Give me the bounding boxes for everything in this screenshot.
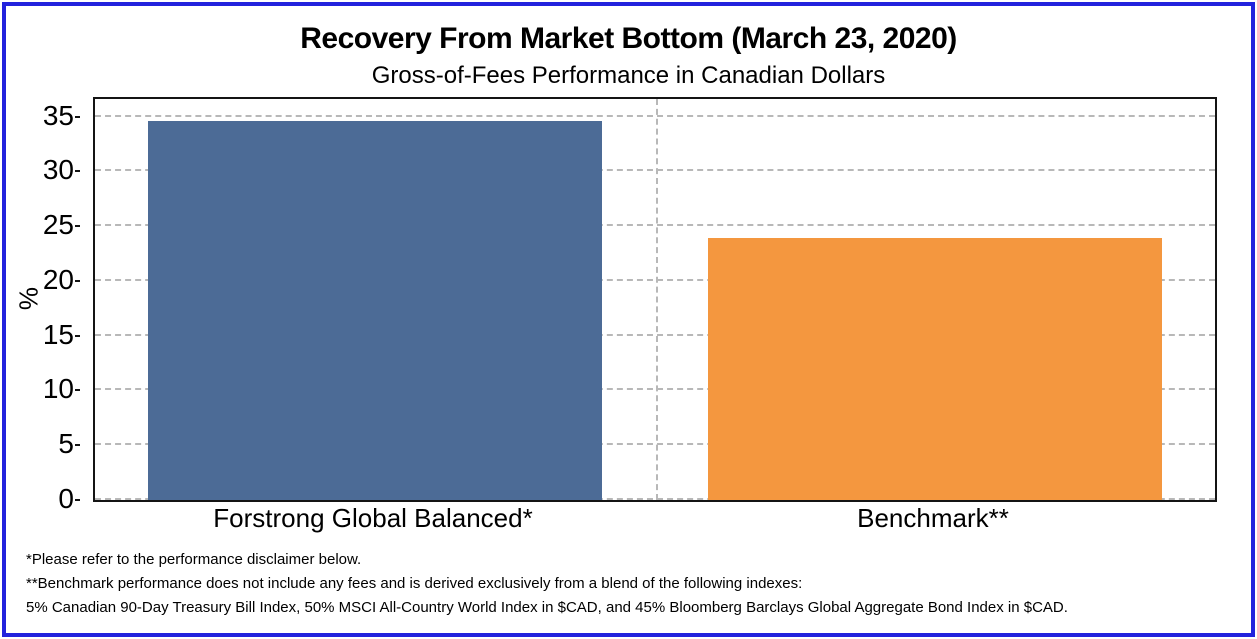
y-tick-label-25: 25 — [42, 209, 74, 241]
gridline-y-5 — [95, 443, 1215, 446]
y-tick-mark-25 — [75, 225, 80, 228]
bar-forstrong-global-balanced — [148, 120, 602, 500]
gridline-y-35 — [95, 114, 1215, 117]
chart-title: Recovery From Market Bottom (March 23, 2… — [300, 22, 957, 55]
footnote-performance-disclaimer: *Please refer to the performance disclai… — [26, 551, 362, 568]
y-tick-mark-10 — [75, 389, 80, 392]
footnote-benchmark-blend: 5% Canadian 90-Day Treasury Bill Index, … — [26, 599, 1068, 616]
category-separator-gridline — [656, 99, 659, 500]
y-tick-mark-0 — [75, 499, 80, 501]
gridline-y-15 — [95, 333, 1215, 336]
x-category-label-2: Benchmark** — [857, 503, 1009, 533]
y-tick-mark-35 — [75, 115, 80, 118]
y-tick-label-15: 15 — [42, 318, 74, 350]
plot-area — [93, 97, 1217, 502]
gridline-y-25 — [95, 224, 1215, 227]
y-tick-mark-30 — [75, 170, 80, 173]
gridline-y-30 — [95, 169, 1215, 172]
bar-benchmark — [708, 238, 1162, 500]
x-category-label-1: Forstrong Global Balanced* — [213, 503, 533, 533]
gridline-y-0 — [95, 498, 1215, 500]
y-tick-mark-20 — [75, 279, 80, 282]
y-tick-mark-5 — [75, 444, 80, 447]
y-tick-label-30: 30 — [42, 154, 74, 186]
y-axis-tick-labels: 0 5 10 15 20 25 30 35 — [0, 97, 80, 514]
y-tick-label-20: 20 — [42, 263, 74, 295]
y-tick-label-5: 5 — [58, 428, 74, 460]
y-tick-label-35: 35 — [42, 99, 74, 131]
y-tick-label-0: 0 — [58, 483, 74, 514]
y-tick-label-10: 10 — [42, 373, 74, 405]
footnote-benchmark-fees: **Benchmark performance does not include… — [26, 575, 803, 592]
y-tick-mark-15 — [75, 334, 80, 337]
gridline-y-20 — [95, 278, 1215, 281]
gridline-y-10 — [95, 388, 1215, 391]
chart-subtitle: Gross-of-Fees Performance in Canadian Do… — [371, 62, 886, 89]
y-axis-title: % — [13, 286, 44, 311]
footnotes: *Please refer to the performance disclai… — [26, 548, 1216, 620]
